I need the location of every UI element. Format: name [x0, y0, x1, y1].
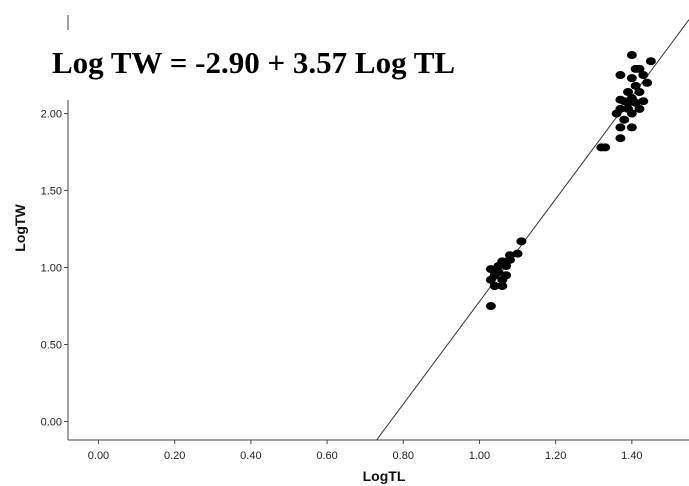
y-axis-title: LogTW [12, 204, 28, 252]
point [485, 275, 496, 284]
point [634, 87, 645, 96]
point [615, 71, 626, 80]
y-tick-label: 1.50 [41, 186, 62, 198]
x-tick-label: 0.60 [316, 450, 337, 462]
point [615, 134, 626, 143]
point [493, 261, 504, 270]
y-tick-label: 2.00 [41, 109, 62, 121]
point [615, 123, 626, 132]
point [512, 249, 523, 258]
point [626, 74, 637, 83]
point [623, 87, 634, 96]
point [626, 51, 637, 60]
point [497, 282, 508, 291]
x-tick-label: 0.00 [88, 450, 109, 462]
point [504, 255, 515, 264]
point [611, 109, 622, 118]
point [626, 123, 637, 132]
point [642, 78, 653, 87]
y-tick-label: 0.00 [41, 417, 62, 429]
point [638, 71, 649, 80]
point [485, 302, 496, 311]
y-tick-label: 0.50 [41, 340, 62, 352]
point [501, 261, 512, 270]
x-tick-label: 1.00 [469, 450, 490, 462]
point [623, 98, 634, 107]
point [615, 95, 626, 104]
point [630, 98, 641, 107]
point [626, 109, 637, 118]
point [630, 64, 641, 73]
point [600, 143, 611, 152]
point [489, 282, 500, 291]
x-tick-label: 1.20 [545, 450, 566, 462]
point [645, 57, 656, 66]
x-tick-label: 0.20 [164, 450, 185, 462]
x-tick-label: 1.40 [621, 450, 642, 462]
point [630, 81, 641, 90]
x-tick-label: 0.80 [393, 450, 414, 462]
point [638, 97, 649, 106]
x-axis-title: LogTL [363, 468, 406, 484]
point [619, 115, 630, 124]
point [485, 265, 496, 274]
y-tick-label: 1.00 [41, 263, 62, 275]
point [634, 104, 645, 113]
point [497, 275, 508, 284]
point [516, 237, 527, 246]
x-tick-label: 0.40 [240, 450, 261, 462]
chart-title: Log TW = -2.90 + 3.57 Log TL [52, 45, 455, 80]
